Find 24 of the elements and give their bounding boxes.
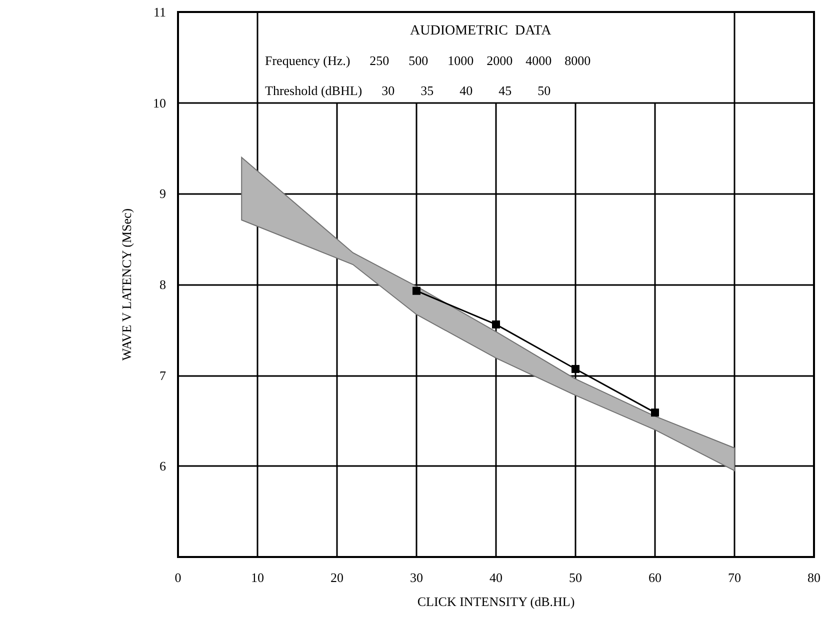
x-tick-label: 30 (410, 570, 423, 585)
x-tick-label: 20 (330, 570, 344, 585)
x-tick-label: 60 (648, 570, 662, 585)
annotation: Frequency (Hz.) 250 500 1000 2000 4000 8000 (265, 53, 591, 68)
annotation: AUDIOMETRIC DATA (410, 24, 552, 38)
x-tick-label: 50 (569, 570, 582, 585)
x-tick-label: 10 (251, 570, 264, 585)
annotation: Threshold (dBHL) 30 35 40 45 50 (265, 83, 551, 98)
y-tick-label: 6 (160, 458, 166, 474)
y-tick-label: 9 (160, 186, 166, 202)
y-axis-title: WAVE V LATENCY (MSec) (119, 208, 134, 361)
point (492, 320, 500, 328)
x-tick-label: 80 (808, 570, 820, 585)
y-tick-label: 11 (153, 4, 166, 20)
x-tick-label: 70 (728, 570, 741, 585)
x-axis-title: CLICK INTENSITY (dB.HL) (417, 594, 575, 609)
x-tick-label: 40 (490, 570, 502, 585)
point (412, 286, 420, 295)
x-tick-label: 0 (174, 570, 182, 585)
y-tick-label: 10 (153, 95, 166, 110)
y-tick-label: 7 (160, 368, 166, 383)
point (651, 408, 659, 417)
y-tick-label: 8 (160, 277, 166, 292)
point (572, 364, 580, 373)
